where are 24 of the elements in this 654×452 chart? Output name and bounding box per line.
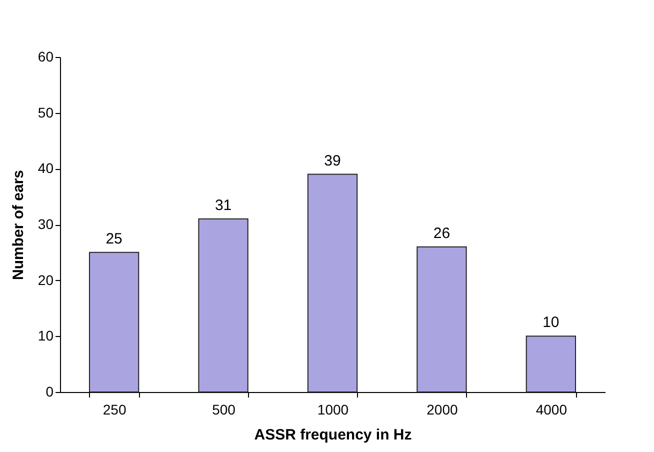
y-tick-label: 50 (38, 104, 54, 120)
y-tick-label: 60 (38, 48, 54, 64)
data-label: 31 (214, 196, 232, 214)
x-tick-label: 2000 (426, 402, 458, 418)
y-tick-label: 0 (46, 384, 54, 400)
bar (88, 252, 140, 392)
y-axis-title: Number of ears (10, 170, 27, 280)
x-tick-label: 4000 (536, 402, 568, 418)
x-tick-label: 500 (212, 402, 236, 418)
data-label: 25 (106, 230, 122, 248)
x-tick-label: 1000 (317, 402, 349, 418)
data-label: 26 (433, 224, 450, 242)
x-tick-label: 250 (102, 402, 126, 418)
x-axis-title: ASSR frequency in Hz (254, 426, 412, 444)
y-tick-label: 40 (38, 160, 54, 176)
y-tick-label: 20 (38, 272, 54, 288)
bar (416, 246, 467, 392)
data-label: 10 (542, 314, 560, 332)
bar (526, 336, 576, 392)
y-tick-label: 30 (38, 216, 54, 232)
bar (198, 218, 248, 392)
bar (307, 174, 358, 392)
y-tick-label: 10 (38, 328, 54, 344)
data-label: 39 (324, 152, 341, 170)
